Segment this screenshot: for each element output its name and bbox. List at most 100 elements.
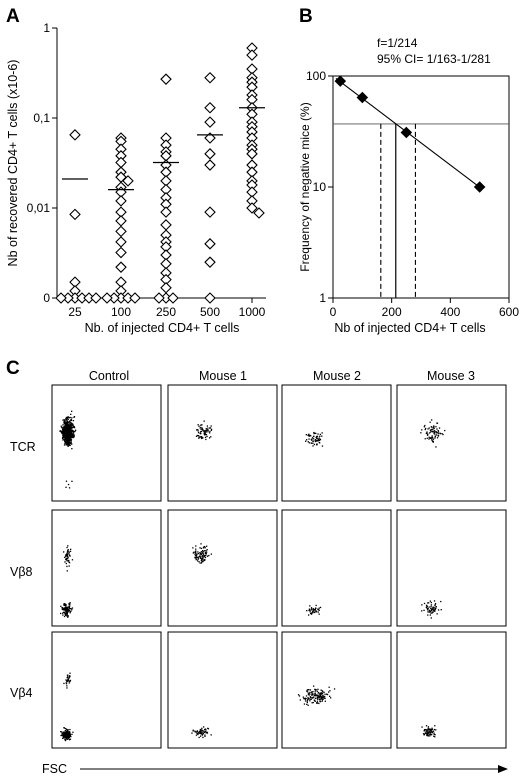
flow-event-dot	[426, 434, 429, 436]
flow-event-dot	[299, 699, 301, 701]
flow-event-dot	[432, 611, 434, 613]
flow-event-dot	[71, 480, 73, 482]
flow-event-dot	[302, 696, 304, 698]
flow-event-dot	[319, 442, 321, 444]
flow-event-dot	[330, 697, 332, 699]
flow-event-dot	[307, 693, 309, 695]
flow-event-dot	[203, 420, 205, 422]
panel-a-data-point	[204, 116, 216, 128]
flow-event-dot	[195, 556, 197, 559]
flow-event-dot	[204, 734, 206, 736]
flow-event-dot	[196, 429, 198, 431]
flow-event-dot	[435, 729, 437, 731]
flow-event-dot	[317, 698, 319, 700]
flow-event-dot	[318, 437, 320, 439]
flow-event-dot	[315, 436, 317, 439]
flow-event-dot	[428, 427, 430, 429]
flow-event-dot	[61, 734, 63, 736]
flow-event-dot	[197, 560, 199, 562]
flow-event-dot	[67, 738, 70, 740]
flow-event-dot	[433, 426, 435, 429]
flow-event-dot	[69, 728, 71, 731]
panel-a-x-tick-label: 250	[156, 305, 176, 319]
flow-event-dot	[432, 441, 434, 443]
flow-event-dot	[71, 435, 74, 437]
flow-event-dot	[70, 419, 73, 421]
flow-event-dot	[203, 559, 205, 561]
flow-event-dot	[424, 438, 426, 440]
flow-event-dot	[62, 432, 64, 434]
flow-event-dot	[326, 693, 329, 696]
flow-event-dot	[64, 732, 66, 734]
flow-event-dot	[203, 726, 205, 728]
flow-event-dot	[429, 735, 431, 737]
flow-event-dot	[427, 611, 429, 613]
flow-event-dot	[67, 550, 69, 552]
panel-b-data-point	[473, 181, 486, 193]
flow-event-dot	[318, 692, 320, 694]
flow-event-dot	[69, 605, 71, 607]
flow-event-dot	[64, 440, 66, 442]
flow-event-dot	[434, 608, 436, 610]
flow-event-dot	[200, 735, 202, 737]
flow-event-dot	[64, 425, 66, 427]
column-header-mouse-2: Mouse 2	[313, 369, 361, 383]
flow-event-dot	[67, 676, 69, 678]
flow-event-dot	[72, 423, 74, 425]
flow-event-dot	[197, 551, 199, 553]
flow-event-dot	[210, 436, 212, 438]
flow-event-dot	[311, 691, 313, 693]
flow-event-dot	[196, 556, 198, 559]
panel-a-data-point	[115, 195, 127, 207]
flow-event-dot	[421, 604, 423, 606]
flow-event-dot	[430, 601, 432, 604]
flow-event-dot	[311, 697, 313, 699]
flow-event-dot	[60, 612, 62, 615]
flow-event-dot	[203, 433, 206, 436]
flow-event-dot	[440, 609, 442, 611]
flow-event-dot	[63, 430, 65, 433]
flow-event-dot	[63, 736, 65, 738]
flow-event-dot	[68, 430, 70, 432]
flow-event-dot	[66, 417, 68, 419]
flow-event-dot	[306, 689, 308, 691]
flow-event-dot	[421, 610, 423, 612]
flow-event-dot	[319, 433, 321, 436]
flow-event-dot	[426, 733, 428, 735]
flow-event-dot	[70, 441, 72, 443]
flow-event-dot	[321, 692, 323, 694]
flow-plot-frame	[281, 509, 392, 627]
flow-event-dot	[204, 735, 206, 737]
flow-event-dot	[431, 430, 433, 432]
flow-event-dot	[428, 733, 430, 735]
flow-event-dot	[312, 445, 314, 447]
flow-event-dot	[427, 727, 429, 729]
panel-a-data-point	[115, 156, 127, 169]
flow-event-dot	[428, 602, 430, 604]
flow-event-dot	[205, 431, 207, 433]
flow-event-dot	[68, 421, 70, 423]
flow-event-dot	[65, 554, 67, 556]
flow-event-dot	[203, 731, 205, 733]
flow-event-dot	[433, 735, 435, 737]
flow-event-dot	[426, 606, 428, 608]
flow-event-dot	[306, 439, 308, 441]
flow-event-dot	[431, 727, 433, 729]
flow-event-dot	[63, 607, 65, 610]
flow-event-dot	[317, 702, 319, 704]
flow-event-dot	[204, 547, 206, 549]
flow-event-dot	[67, 557, 69, 559]
flow-event-dot	[324, 697, 326, 700]
flow-event-dot	[65, 682, 67, 684]
flow-event-dot	[65, 562, 67, 565]
flow-event-dot	[194, 553, 196, 555]
flow-event-dot	[308, 608, 311, 610]
flow-event-dot	[62, 428, 64, 430]
flow-event-dot	[431, 428, 433, 431]
flow-event-dot	[205, 438, 207, 441]
flow-event-dot	[64, 429, 66, 431]
flow-event-dot	[68, 732, 70, 734]
flow-event-dot	[65, 737, 67, 739]
flow-event-dot	[61, 427, 63, 429]
panel-a-data-point	[204, 71, 216, 84]
